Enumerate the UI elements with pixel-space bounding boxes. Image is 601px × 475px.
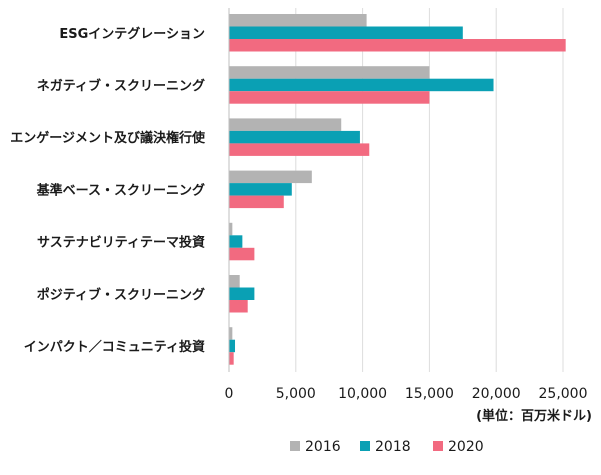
bar bbox=[229, 130, 360, 144]
category-label: エンゲージメント及び議決権行使 bbox=[10, 130, 206, 146]
x-tick-label: 20,000 bbox=[472, 386, 521, 402]
x-tick-label: 0 bbox=[225, 386, 234, 402]
legend-label: 2020 bbox=[448, 439, 484, 455]
category-label: ポジティブ・スクリーニング bbox=[37, 287, 205, 303]
bar bbox=[229, 26, 463, 39]
bar bbox=[229, 183, 292, 196]
bar bbox=[229, 275, 240, 288]
x-tick-label: 25,000 bbox=[539, 386, 588, 402]
x-tick-label: 15,000 bbox=[405, 386, 454, 402]
bars bbox=[229, 14, 566, 365]
bar bbox=[229, 14, 367, 27]
bar bbox=[229, 352, 234, 365]
bar bbox=[229, 300, 248, 313]
category-label: ESGインテグレーション bbox=[59, 26, 205, 42]
x-tick-labels: 0 5,000 10,000 15,000 20,000 25,000 bbox=[225, 386, 588, 402]
legend-swatch bbox=[290, 441, 300, 451]
legend: 2016 2018 2020 bbox=[290, 439, 484, 455]
bar bbox=[229, 91, 430, 104]
bar bbox=[229, 78, 494, 92]
bar bbox=[229, 327, 233, 340]
bar bbox=[229, 235, 243, 248]
unit-label: (単位：百万米ドル) bbox=[476, 408, 592, 424]
category-label: サステナビリティテーマ投資 bbox=[37, 235, 205, 251]
category-label: ネガティブ・スクリーニング bbox=[37, 78, 205, 94]
bar bbox=[229, 195, 284, 209]
legend-swatch bbox=[433, 441, 443, 451]
category-label: インパクト／コミュニティ投資 bbox=[24, 339, 205, 355]
legend-swatch bbox=[360, 441, 370, 451]
bar bbox=[229, 222, 233, 236]
bar bbox=[229, 143, 370, 156]
bar bbox=[229, 170, 312, 184]
bar bbox=[229, 39, 566, 52]
legend-label: 2016 bbox=[305, 439, 341, 455]
bar bbox=[229, 287, 255, 300]
bar bbox=[229, 66, 430, 79]
category-label: 基準ベース・スクリーニング bbox=[36, 182, 205, 198]
category-labels: ESGインテグレーションネガティブ・スクリーニングエンゲージメント及び議決権行使… bbox=[10, 26, 206, 355]
legend-label: 2018 bbox=[375, 439, 411, 455]
bar bbox=[229, 247, 255, 261]
x-tick-label: 10,000 bbox=[338, 386, 387, 402]
gridlines bbox=[295, 8, 564, 372]
x-tick-label: 5,000 bbox=[276, 386, 316, 402]
bar bbox=[229, 339, 236, 353]
bar bbox=[229, 118, 342, 131]
